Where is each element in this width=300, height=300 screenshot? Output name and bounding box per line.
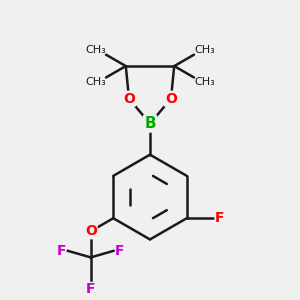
Text: B: B bbox=[144, 116, 156, 131]
Text: O: O bbox=[123, 92, 135, 106]
Text: F: F bbox=[214, 211, 224, 225]
Text: O: O bbox=[165, 92, 177, 106]
Text: CH₃: CH₃ bbox=[85, 77, 106, 88]
Text: F: F bbox=[115, 244, 125, 258]
Text: F: F bbox=[86, 282, 95, 296]
Text: CH₃: CH₃ bbox=[85, 45, 106, 55]
Text: O: O bbox=[85, 224, 97, 238]
Text: CH₃: CH₃ bbox=[194, 45, 215, 55]
Text: CH₃: CH₃ bbox=[194, 77, 215, 88]
Text: F: F bbox=[57, 244, 66, 258]
